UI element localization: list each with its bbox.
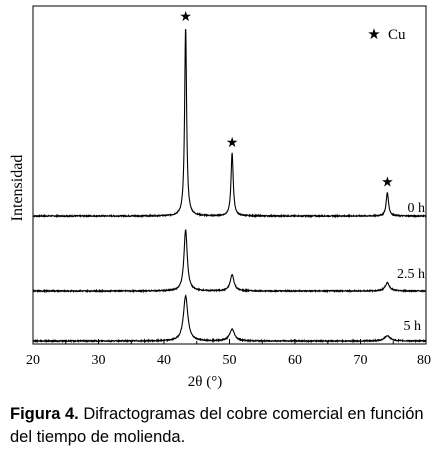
x-tick-label: 80 [417, 353, 431, 368]
series-line-1 [32, 228, 427, 294]
caption-label: Figura 4. [10, 405, 79, 423]
x-axis-ticks: 20 30 40 50 60 70 80 [26, 339, 431, 368]
plot-frame [32, 5, 427, 345]
legend-label: Cu [388, 27, 406, 43]
legend-star-icon: ★ [367, 27, 380, 43]
series-line-0 [32, 28, 427, 219]
series-layer [32, 28, 427, 344]
x-tick-label: 40 [157, 353, 171, 368]
peak-star-icon: ★ [179, 10, 192, 25]
series-label: 2.5 h [397, 267, 425, 282]
x-tick-label: 60 [288, 353, 302, 368]
x-tick-label: 50 [223, 353, 237, 368]
xrd-chart: 20 30 40 50 60 70 80 ★ ★ ★ 0 h 2.5 h 5 h ★ Cu Inte… [9, 5, 431, 390]
x-tick-label: 30 [92, 353, 106, 368]
peak-star-icon: ★ [226, 136, 239, 151]
x-tick-label: 20 [26, 353, 40, 368]
caption-text: Difractogramas del cobre comercial en fu… [10, 405, 424, 446]
figure-caption: Figura 4. Difractogramas del cobre comer… [10, 403, 440, 449]
x-tick-label: 70 [354, 353, 368, 368]
peak-star-icon: ★ [381, 176, 394, 191]
y-axis-label: Intensidad [9, 155, 26, 222]
series-labels: 0 h 2.5 h 5 h [397, 201, 425, 334]
x-axis-label: 2θ (°) [188, 374, 222, 390]
series-line-2 [32, 293, 427, 344]
peak-markers: ★ ★ ★ [179, 10, 393, 191]
series-label: 5 h [404, 319, 422, 334]
series-label: 0 h [408, 201, 426, 216]
